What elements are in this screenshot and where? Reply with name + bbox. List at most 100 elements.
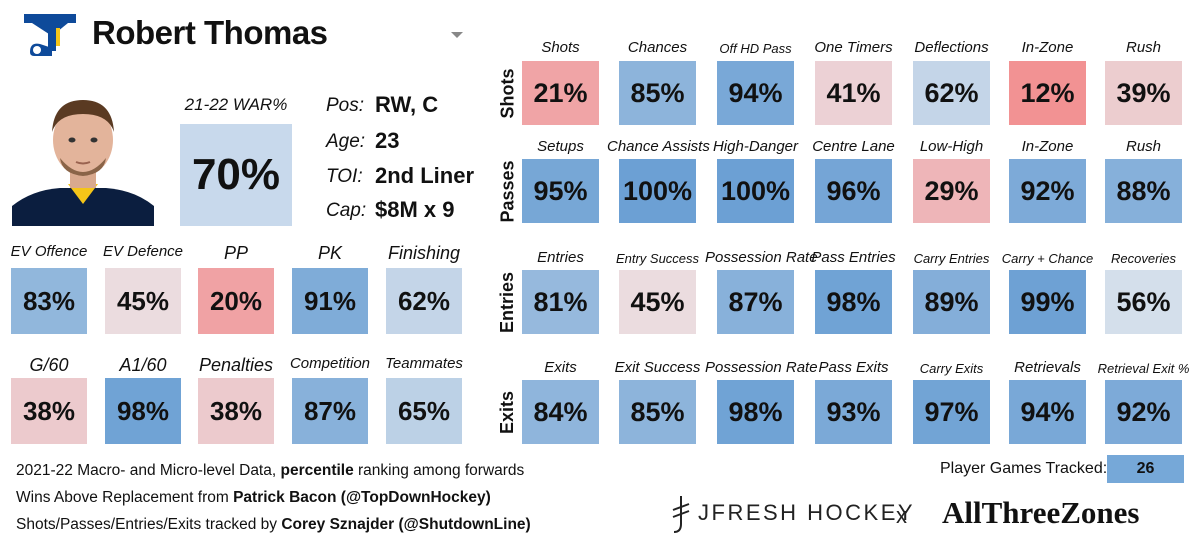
info-value-pos: RW, C [375,92,439,117]
games-tracked-value: 26 [1107,455,1184,483]
footer-line-2-text: Wins Above Replacement from [16,489,234,506]
micro-tile-passes-rush: 88% [1105,159,1182,223]
metric-tile-pk: 91% [292,268,368,334]
micro-tile-entries-possession-rate: 87% [717,270,794,334]
player-name: Robert Thomas [92,14,328,51]
micro-label-passes-high-danger: High-Danger [712,138,799,155]
metric-tile-penalties: 38% [198,378,274,444]
player-headshot [12,88,154,226]
micro-label-passes-chance-assists: Chance Assists [607,138,710,155]
row-label-entries: Entries [496,270,520,334]
metric-label-teammates: Teammates [385,355,463,372]
micro-tile-shots-off-hd-pass: 94% [717,61,794,125]
micro-label-shots-in-zone: In-Zone [1021,39,1074,56]
metric-tile-finishing: 62% [386,268,462,334]
micro-label-passes-rush: Rush [1125,138,1162,155]
micro-label-exits-exit-success: Exit Success [614,359,701,376]
micro-tile-entries-carry-entries: 89% [913,270,990,334]
metric-tile-pp: 20% [198,268,274,334]
micro-label-passes-centre-lane: Centre Lane [812,138,895,155]
micro-tile-passes-chance-assists: 100% [619,159,696,223]
footer-line-3: Shots/Passes/Entries/Exits tracked by Co… [16,516,531,534]
micro-label-entries-recoveries: Recoveries [1110,251,1177,266]
footer-line-1-bold: percentile [280,462,354,479]
micro-label-entries-pass-entries: Pass Entries [811,249,896,266]
micro-tile-entries-entry-success: 45% [619,270,696,334]
micro-tile-shots-chances: 85% [619,61,696,125]
micro-tile-shots-in-zone: 12% [1009,61,1086,125]
allthreezones-brand: AllThreeZones [942,495,1140,530]
micro-tile-exits-possession-rate: 98% [717,380,794,444]
micro-label-exits-possession-rate: Possession Rate [705,359,818,376]
micro-label-entries-possession-rate: Possession Rate [705,249,818,266]
metric-label-competition: Competition [289,355,371,372]
row-label-exits: Exits [496,380,520,444]
row-label-text: Exits [497,390,518,434]
micro-label-exits-retrieval-exit: Retrieval Exit % [1097,361,1190,376]
micro-tile-exits-retrievals: 94% [1009,380,1086,444]
info-label-age: Age: [326,131,366,152]
micro-tile-shots-one-timers: 41% [815,61,892,125]
row-label-text: Shots [497,67,518,119]
metric-label-a1-60: A1/60 [119,355,167,375]
footer-line-2: Wins Above Replacement from Patrick Baco… [16,489,491,507]
micro-tile-exits-exits: 84% [522,380,599,444]
micro-label-shots-shots: Shots [541,39,580,56]
metric-label-ev-offence: EV Offence [10,243,88,260]
metric-tile-g-60: 38% [11,378,87,444]
micro-tile-entries-carry-chance: 99% [1009,270,1086,334]
micro-tile-passes-in-zone: 92% [1009,159,1086,223]
micro-tile-exits-exit-success: 85% [619,380,696,444]
war-value: 70% [180,124,292,226]
row-label-shots: Shots [496,61,520,125]
micro-label-shots-deflections: Deflections [914,39,989,56]
micro-label-passes-low-high: Low-High [919,138,984,155]
metric-label-g-60: G/60 [29,355,69,375]
micro-tile-shots-rush: 39% [1105,61,1182,125]
metric-label-pp: PP [223,243,248,263]
micro-label-entries-entries: Entries [537,249,584,266]
micro-label-passes-setups: Setups [537,138,584,155]
metric-label-finishing: Finishing [387,243,461,263]
micro-tile-entries-pass-entries: 98% [815,270,892,334]
info-value-cap: $8M x 9 [375,197,455,222]
row-label-text: Passes [497,159,518,223]
micro-tile-passes-setups: 95% [522,159,599,223]
micro-tile-shots-shots: 21% [522,61,599,125]
footer-line-1: 2021-22 Macro- and Micro-level Data, per… [16,462,524,480]
micro-tile-passes-low-high: 29% [913,159,990,223]
micro-tile-exits-pass-exits: 93% [815,380,892,444]
footer-line-2-bold: Patrick Bacon (@TopDownHockey) [233,489,491,506]
metric-tile-competition: 87% [292,378,368,444]
footer-line-1-text: 2021-22 Macro- and Micro-level Data, [16,462,281,479]
micro-label-exits-exits: Exits [544,359,577,376]
brand-separator: x [896,503,907,528]
info-value-age: 23 [375,128,400,153]
info-label-cap: Cap: [326,200,367,221]
metric-label-ev-defence: EV Defence [102,243,184,260]
micro-tile-exits-retrieval-exit: 92% [1105,380,1182,444]
footer-line-1-tail: ranking among forwards [353,462,525,479]
metric-tile-teammates: 65% [386,378,462,444]
micro-label-exits-pass-exits: Pass Exits [818,359,889,376]
micro-label-passes-in-zone: In-Zone [1021,138,1074,155]
metric-tile-ev-defence: 45% [105,268,181,334]
row-label-passes: Passes [496,159,520,223]
micro-label-shots-chances: Chances [627,39,688,56]
micro-tile-entries-entries: 81% [522,270,599,334]
micro-label-shots-one-timers: One Timers [814,39,893,56]
metric-tile-a1-60: 98% [105,378,181,444]
metric-label-pk: PK [317,243,342,263]
metric-tile-ev-offence: 83% [11,268,87,334]
micro-label-entries-entry-success: Entry Success [615,251,700,266]
micro-label-entries-carry-chance: Carry + Chance [1001,251,1094,266]
footer-line-3-bold: Corey Sznajder (@ShutdownLine) [281,516,531,533]
player-dropdown-icon[interactable] [451,32,463,38]
micro-tile-passes-centre-lane: 96% [815,159,892,223]
war-label: 21-22 WAR% [184,95,288,114]
jfresh-hockey-brand: JFRESH HOCKEY [698,500,916,525]
micro-label-exits-carry-exits: Carry Exits [919,361,984,376]
micro-label-shots-rush: Rush [1125,39,1162,56]
games-tracked-label: Player Games Tracked: [940,460,1108,477]
metric-label-penalties: Penalties [198,355,274,375]
